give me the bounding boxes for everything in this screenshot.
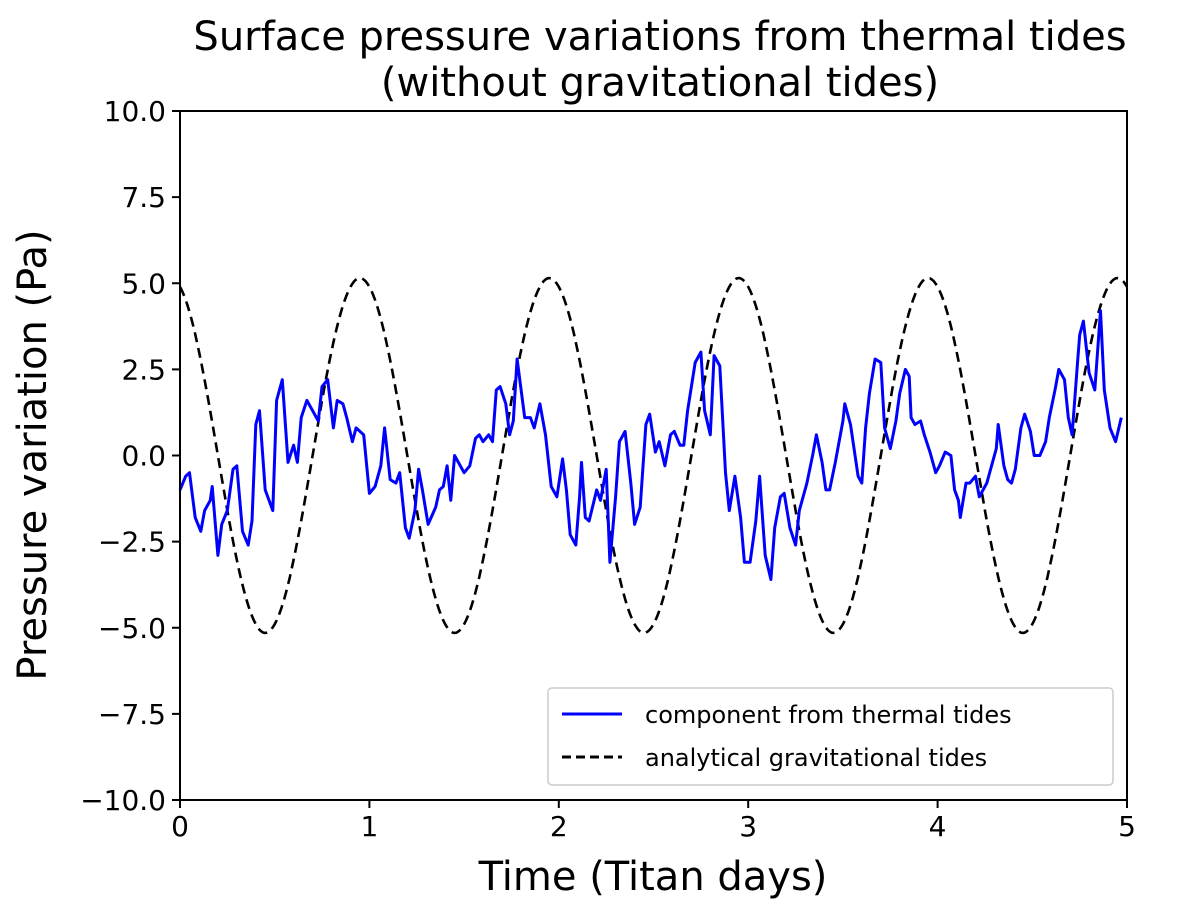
chart-title-line-2: (without gravitational tides) <box>381 60 939 106</box>
legend-box <box>547 687 1114 786</box>
legend-label-thermal: component from thermal tides <box>645 701 1012 729</box>
series-line-thermal-tides <box>178 309 1123 581</box>
x-tick-label: 2 <box>550 810 568 843</box>
x-tick-label: 1 <box>360 810 378 843</box>
x-axis-label: Time (Titan days) <box>478 854 828 900</box>
x-tick-label: 3 <box>739 810 757 843</box>
y-tick-label: 7.5 <box>121 181 166 214</box>
y-tick-label: −10.0 <box>80 784 166 817</box>
legend: component from thermal tides analytical … <box>547 687 1114 786</box>
x-tick-label: 4 <box>929 810 947 843</box>
y-tick-label: −5.0 <box>98 612 166 645</box>
y-axis-label: Pressure variation (Pa) <box>10 229 56 680</box>
y-tick-label: 2.5 <box>121 353 166 386</box>
x-tick-label: 5 <box>1118 810 1136 843</box>
y-tick-label: −7.5 <box>98 698 166 731</box>
x-axis-ticks: 0 1 2 3 4 5 <box>171 800 1136 843</box>
y-tick-label: 5.0 <box>121 267 166 300</box>
chart-title-line-1: Surface pressure variations from thermal… <box>193 14 1126 60</box>
series-line-gravitational-tides <box>178 276 1129 635</box>
y-tick-label: −2.5 <box>98 526 166 559</box>
legend-label-gravitational: analytical gravitational tides <box>645 744 987 772</box>
x-tick-label: 0 <box>171 810 189 843</box>
plot-area <box>178 276 1129 635</box>
y-axis-ticks: 10.0 7.5 5.0 2.5 0.0 −2.5 −5.0 −7.5 −10.0 <box>80 95 180 817</box>
y-tick-label: 10.0 <box>104 95 166 128</box>
y-tick-label: 0.0 <box>121 440 166 473</box>
axes-frame <box>179 110 1128 801</box>
